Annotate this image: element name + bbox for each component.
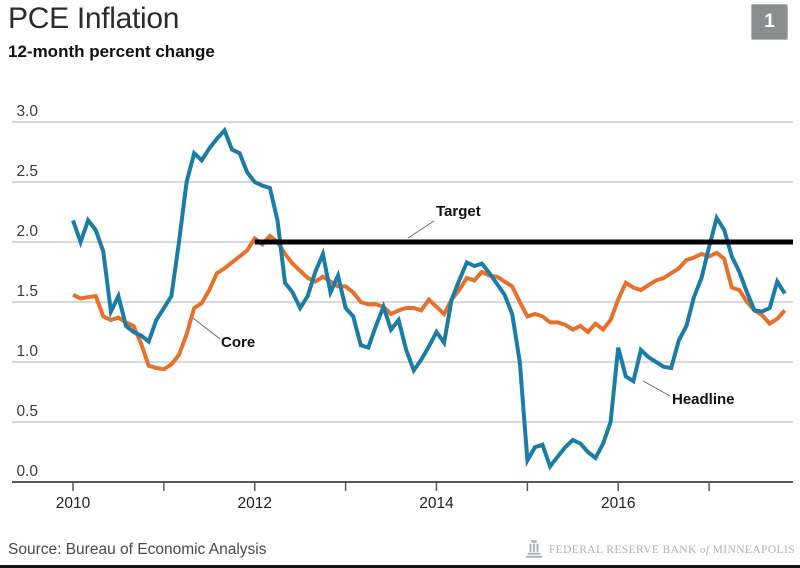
x-tick-label: 2016 <box>601 495 635 512</box>
fed-logo-bank: FEDERAL RESERVE BANK <box>548 544 697 556</box>
fed-logo-text: FEDERAL RESERVE BANK of MINNEAPOLIS <box>549 544 795 556</box>
core-series-line <box>72 233 787 372</box>
y-tick-label: 1.0 <box>16 343 38 360</box>
slide-number-badge: 1 <box>751 4 788 40</box>
fed-logo-of: of <box>700 544 710 556</box>
core-series-label: Core <box>221 334 256 351</box>
y-tick-label: 1.5 <box>16 283 38 300</box>
source-attribution: Source: Bureau of Economic Analysis <box>8 541 267 558</box>
fed-building-icon <box>525 540 542 558</box>
headline-series-label: Headline <box>672 391 735 408</box>
bottom-rule <box>0 565 800 568</box>
chart-unit-label: 12-month percent change <box>8 42 215 61</box>
core-leader-line <box>192 317 221 340</box>
y-tick-label: 0.5 <box>16 403 38 420</box>
y-tick-label: 2.0 <box>16 223 38 240</box>
y-tick-label: 3.0 <box>16 103 38 120</box>
page-title: PCE Inflation <box>8 2 180 35</box>
y-tick-label: 0.0 <box>16 463 38 480</box>
target-annotation-label: Target <box>436 203 481 220</box>
leader-lines <box>192 220 671 397</box>
headline-leader-line <box>642 380 671 397</box>
target-leader-line <box>407 220 435 239</box>
x-tick-label: 2010 <box>56 495 91 512</box>
x-tick-label: 2014 <box>419 495 454 512</box>
fed-minneapolis-logo: FEDERAL RESERVE BANK of MINNEAPOLIS <box>525 538 795 562</box>
y-tick-label: 2.5 <box>16 163 38 180</box>
x-tick-label: 2012 <box>237 495 271 512</box>
headline-series-line <box>71 126 787 471</box>
fed-logo-city: MINNEAPOLIS <box>712 544 795 556</box>
